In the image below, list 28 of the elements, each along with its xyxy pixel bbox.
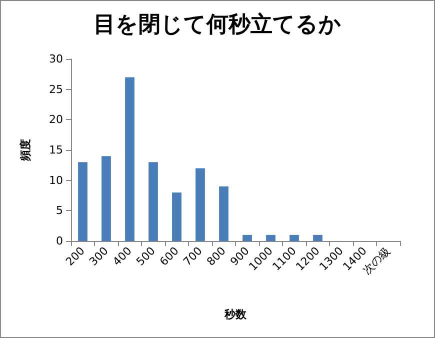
x-tick-label: 800 [204,244,228,268]
bar [172,192,182,241]
y-tick-label: 15 [49,144,63,156]
bar [313,234,322,241]
y-tick-label: 10 [49,174,63,187]
y-tick-label: 20 [49,113,63,126]
x-axis-title: 秒数 [224,308,248,321]
bar [148,162,158,241]
y-tick-label: 30 [49,52,63,66]
bar [266,234,276,241]
bar [242,234,252,241]
x-tick-label: 200 [63,244,88,268]
x-tick-label: 500 [134,244,158,268]
x-tick-label: 600 [157,244,182,268]
bar [219,186,228,241]
chart-title: 目を閉じて何秒立てるか [94,12,342,38]
bar [125,77,134,241]
y-tick-label: 25 [49,82,63,96]
bar [290,234,299,241]
bar [102,156,111,241]
x-tick-label: 300 [86,244,111,268]
y-axis-title: 頻度 [19,139,32,162]
x-tick-label: 700 [180,244,205,268]
y-tick-label: 5 [56,204,63,218]
x-tick-label: 400 [110,244,134,268]
bar [78,162,88,241]
bar [196,168,205,241]
y-tick-label: 0 [56,234,63,248]
